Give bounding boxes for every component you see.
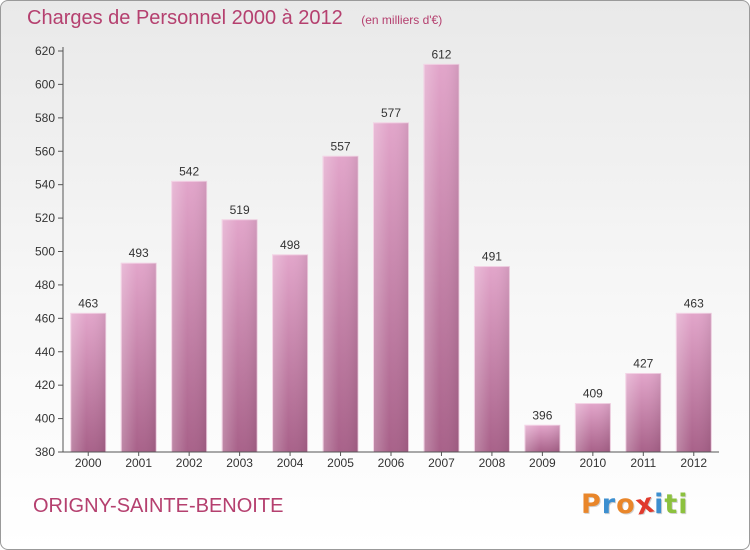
bar-shade bbox=[323, 156, 359, 452]
x-tick-label: 2011 bbox=[630, 456, 656, 470]
y-tick-label: 460 bbox=[35, 311, 55, 325]
bar-shade bbox=[121, 263, 157, 452]
y-tick-label: 500 bbox=[35, 245, 55, 259]
x-tick-label: 2008 bbox=[479, 456, 506, 470]
value-label: 557 bbox=[331, 139, 351, 153]
x-tick-label: 2012 bbox=[680, 456, 707, 470]
bar-shade bbox=[423, 64, 459, 452]
y-tick-label: 480 bbox=[35, 278, 55, 292]
x-tick-label: 2010 bbox=[579, 456, 606, 470]
y-tick-label: 440 bbox=[35, 345, 55, 359]
logo-letter: t bbox=[664, 489, 679, 520]
y-tick-label: 400 bbox=[35, 412, 55, 426]
value-label: 463 bbox=[78, 296, 98, 310]
bar-shade bbox=[676, 313, 712, 452]
bar-shade bbox=[373, 122, 409, 453]
logo-letter: i bbox=[678, 489, 689, 520]
value-label: 491 bbox=[482, 250, 502, 264]
value-labels: 463 493 542 519 498 557 577 612 491 396 409 427 463 bbox=[78, 47, 704, 422]
x-tick-label: 2004 bbox=[277, 456, 304, 470]
y-tick-label: 580 bbox=[35, 111, 55, 125]
title-row: Charges de Personnel 2000 à 2012 (en mil… bbox=[27, 7, 442, 30]
bar-shade bbox=[222, 219, 258, 452]
chart-title: Charges de Personnel 2000 à 2012 bbox=[27, 7, 343, 29]
value-label: 498 bbox=[280, 238, 300, 252]
y-axis: 380 400 420 440 460 480 500 520 540 560 580 600 620 bbox=[35, 44, 64, 459]
x-tick-label: 2006 bbox=[378, 456, 405, 470]
bars bbox=[70, 63, 712, 453]
proxiti-logo: Proxiti bbox=[581, 487, 689, 521]
logo-letter: o bbox=[616, 489, 636, 520]
bar-shade bbox=[625, 373, 661, 452]
bar-shade bbox=[474, 266, 510, 452]
logo-letter: i bbox=[654, 489, 665, 520]
y-tick-label: 420 bbox=[35, 378, 55, 392]
x-tick-label: 2009 bbox=[529, 456, 556, 470]
value-label: 577 bbox=[381, 106, 401, 120]
logo-letter: r bbox=[601, 489, 617, 520]
bar-shade bbox=[70, 313, 106, 452]
value-label: 427 bbox=[633, 356, 653, 370]
y-tick-label: 540 bbox=[35, 178, 55, 192]
chart-unit: (en milliers d'€) bbox=[361, 13, 443, 27]
value-label: 396 bbox=[532, 408, 552, 422]
value-label: 493 bbox=[129, 246, 149, 260]
y-tick-label: 380 bbox=[35, 445, 55, 459]
x-tick-label: 2001 bbox=[125, 456, 152, 470]
y-tick-label: 520 bbox=[35, 211, 55, 225]
bar-shade bbox=[524, 425, 560, 452]
y-tick-label: 560 bbox=[35, 144, 55, 158]
value-label: 612 bbox=[431, 47, 451, 61]
value-label: 519 bbox=[230, 203, 250, 217]
bar-shade bbox=[171, 181, 207, 452]
bar-shade bbox=[575, 403, 611, 452]
x-tick-label: 2000 bbox=[75, 456, 102, 470]
value-label: 463 bbox=[684, 296, 704, 310]
x-axis: 2000 2001 2002 2003 2004 2005 2006 2007 2008 2009… bbox=[63, 451, 719, 470]
logo-letter: P bbox=[581, 489, 602, 520]
y-tick-label: 600 bbox=[35, 77, 55, 91]
x-tick-label: 2007 bbox=[428, 456, 455, 470]
bar-shade bbox=[272, 254, 308, 452]
y-tick-label: 620 bbox=[35, 44, 55, 58]
x-tick-label: 2002 bbox=[176, 456, 203, 470]
x-tick-label: 2005 bbox=[327, 456, 354, 470]
commune-name: ORIGNY-SAINTE-BENOITE bbox=[33, 495, 284, 517]
value-label: 542 bbox=[179, 164, 199, 178]
value-label: 409 bbox=[583, 387, 603, 401]
x-tick-label: 2003 bbox=[226, 456, 253, 470]
